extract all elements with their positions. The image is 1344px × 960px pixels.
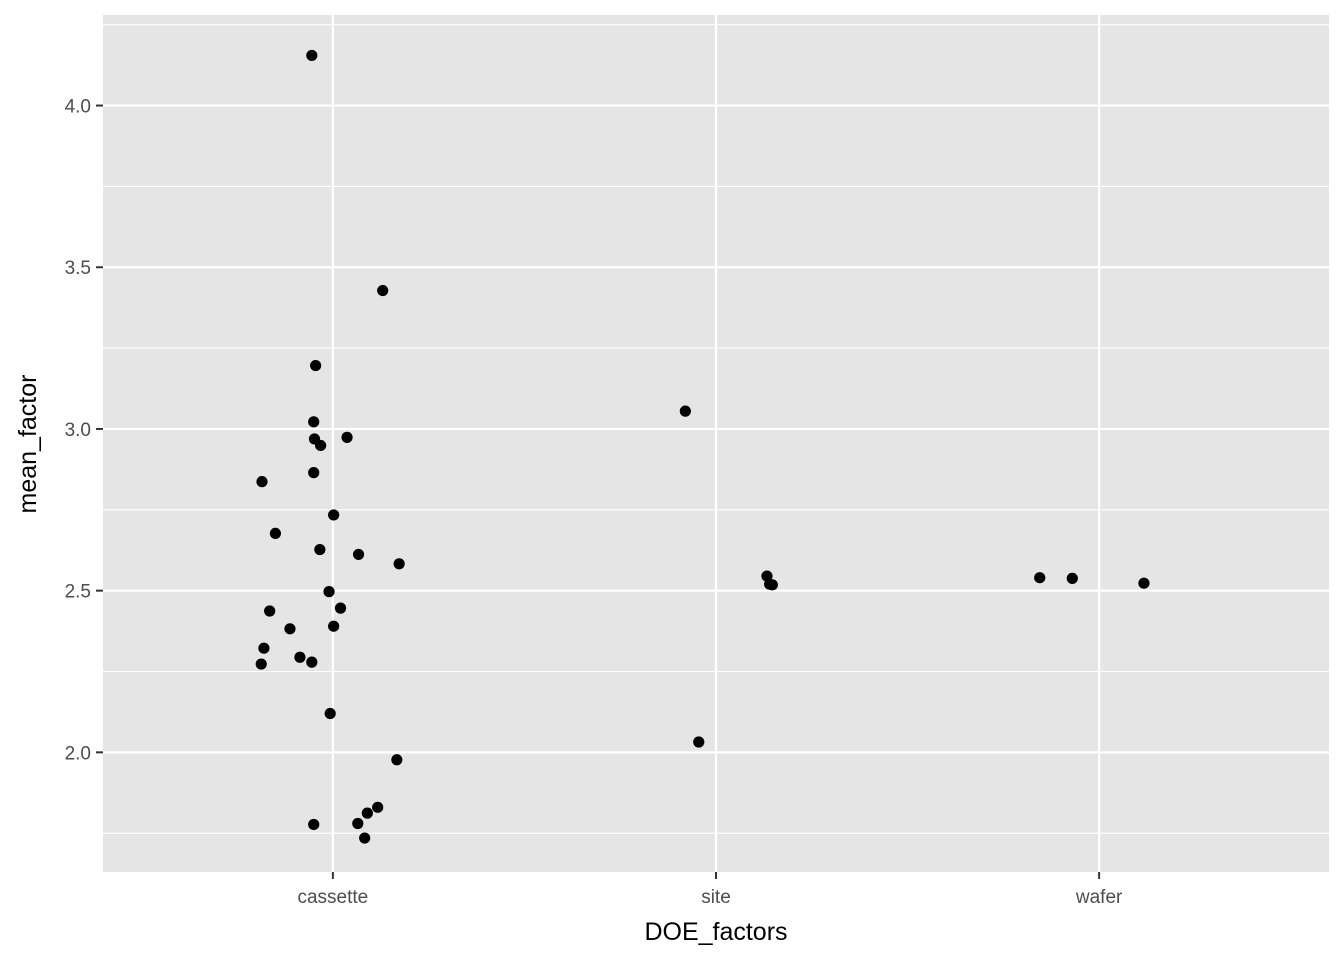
data-point [258, 642, 270, 654]
x-axis-title: DOE_factors [644, 918, 787, 946]
data-point [315, 439, 327, 452]
data-point [334, 602, 347, 614]
data-point [359, 832, 371, 844]
data-point [255, 658, 267, 670]
data-point [1138, 577, 1150, 589]
y-tick-label: 2.5 [65, 582, 91, 603]
data-point [341, 431, 353, 443]
data-point [328, 620, 340, 632]
data-point [306, 656, 318, 668]
data-point [1066, 572, 1078, 584]
data-point [306, 49, 318, 62]
data-point [352, 817, 364, 830]
y-axis-title: mean_factor [14, 375, 42, 514]
data-point [352, 548, 365, 561]
data-point [308, 416, 320, 428]
data-point [323, 586, 335, 598]
data-point [284, 623, 296, 635]
data-point [679, 405, 691, 417]
data-point [314, 543, 326, 556]
data-point [693, 736, 705, 748]
y-tick-label: 2.0 [65, 743, 91, 764]
data-point [361, 807, 373, 819]
x-tick-label: cassette [297, 887, 368, 908]
data-point [308, 818, 320, 831]
x-axis: cassette site wafer [297, 872, 1123, 908]
y-axis: 2.0 2.5 3.0 3.5 4.0 [65, 97, 103, 764]
data-points [255, 49, 1150, 844]
x-tick-label: wafer [1075, 887, 1123, 908]
data-point [372, 801, 384, 813]
data-point [766, 579, 778, 591]
data-point [269, 527, 282, 540]
data-point [324, 707, 336, 720]
data-point [328, 509, 340, 521]
data-point [377, 284, 389, 297]
data-point [1034, 572, 1046, 584]
data-point [391, 754, 403, 766]
y-tick-label: 4.0 [65, 97, 91, 118]
y-tick-label: 3.5 [65, 258, 91, 279]
y-tick-label: 3.0 [65, 420, 91, 441]
data-point [310, 359, 322, 372]
data-point [256, 476, 268, 488]
data-point [264, 605, 276, 617]
major-gridlines [103, 15, 1329, 872]
data-point [294, 651, 306, 663]
data-point [308, 467, 320, 479]
x-tick-label: site [701, 887, 731, 908]
data-point [393, 558, 405, 570]
